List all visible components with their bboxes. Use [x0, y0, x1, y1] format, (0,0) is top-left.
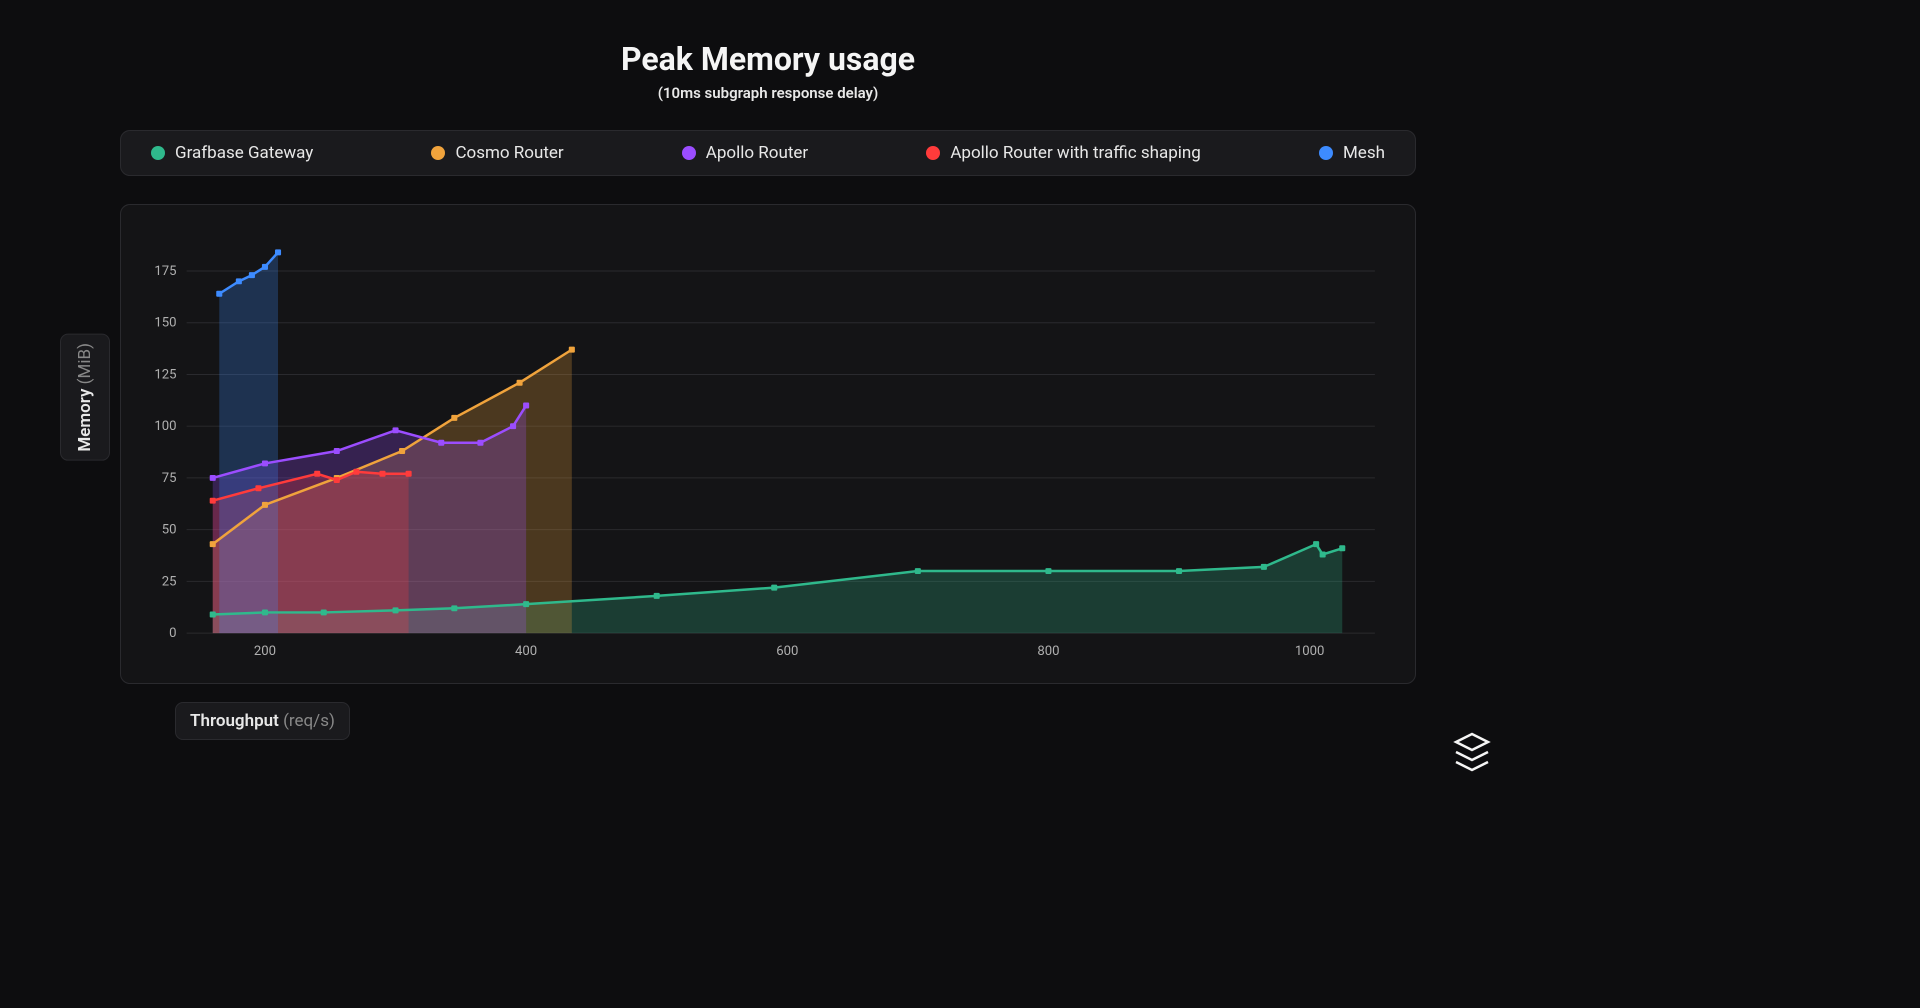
data-point — [406, 471, 412, 477]
data-point — [399, 448, 405, 454]
chart-svg: 0 25 50 75 100 125 150 175 200 400 600 800 1000 — [131, 225, 1385, 663]
data-point — [393, 607, 399, 613]
series-area — [219, 252, 278, 633]
plot-area: 0 25 50 75 100 125 150 175 200 400 600 800 1000 — [120, 204, 1416, 684]
data-point — [275, 249, 281, 255]
data-point — [477, 440, 483, 446]
legend-dot-icon — [682, 146, 696, 160]
data-point — [262, 609, 268, 615]
data-point — [1339, 545, 1345, 551]
svg-text:200: 200 — [254, 644, 276, 659]
data-point — [379, 471, 385, 477]
data-point — [353, 469, 359, 475]
legend: Grafbase Gateway Cosmo Router Apollo Route… — [120, 130, 1416, 176]
data-point — [915, 568, 921, 574]
data-point — [255, 485, 261, 491]
legend-label: Mesh — [1343, 143, 1385, 163]
data-point — [517, 380, 523, 386]
data-point — [654, 593, 660, 599]
chart-subtitle: (10ms subgraph response delay) — [120, 84, 1416, 102]
data-point — [210, 498, 216, 504]
legend-dot-icon — [926, 146, 940, 160]
svg-text:50: 50 — [162, 523, 177, 538]
legend-label: Apollo Router with traffic shaping — [950, 143, 1201, 163]
legend-label: Apollo Router — [706, 143, 808, 163]
data-point — [393, 427, 399, 433]
legend-dot-icon — [151, 146, 165, 160]
legend-item: Mesh — [1319, 143, 1385, 163]
data-point — [210, 541, 216, 547]
data-point — [236, 278, 242, 284]
svg-text:600: 600 — [776, 644, 798, 659]
data-point — [451, 605, 457, 611]
legend-label: Grafbase Gateway — [175, 143, 313, 163]
svg-text:1000: 1000 — [1295, 644, 1325, 659]
data-point — [334, 477, 340, 483]
data-point — [210, 612, 216, 618]
brand-logo-icon — [1448, 728, 1496, 776]
data-point — [249, 272, 255, 278]
data-point — [510, 423, 516, 429]
legend-item: Cosmo Router — [431, 143, 563, 163]
svg-text:150: 150 — [154, 316, 176, 331]
data-point — [451, 415, 457, 421]
data-point — [1313, 541, 1319, 547]
x-axis-label: Throughput (req/s) — [175, 702, 350, 740]
legend-item: Grafbase Gateway — [151, 143, 313, 163]
data-point — [210, 475, 216, 481]
chart-title: Peak Memory usage — [120, 40, 1416, 78]
svg-text:100: 100 — [154, 419, 176, 434]
data-point — [438, 440, 444, 446]
svg-text:175: 175 — [154, 264, 176, 279]
data-point — [314, 471, 320, 477]
y-axis-label: Memory (MiB) — [60, 334, 110, 461]
data-point — [1176, 568, 1182, 574]
data-point — [523, 601, 529, 607]
legend-dot-icon — [1319, 146, 1333, 160]
data-point — [334, 448, 340, 454]
data-point — [569, 347, 575, 353]
svg-text:25: 25 — [162, 574, 177, 589]
data-point — [1320, 552, 1326, 558]
legend-label: Cosmo Router — [455, 143, 563, 163]
legend-item: Apollo Router — [682, 143, 808, 163]
data-point — [1261, 564, 1267, 570]
svg-text:0: 0 — [169, 626, 176, 641]
legend-dot-icon — [431, 146, 445, 160]
data-point — [771, 585, 777, 591]
legend-item: Apollo Router with traffic shaping — [926, 143, 1201, 163]
data-point — [262, 502, 268, 508]
data-point — [321, 609, 327, 615]
svg-text:125: 125 — [154, 368, 176, 383]
data-point — [523, 403, 529, 409]
data-point — [216, 291, 222, 297]
data-point — [262, 264, 268, 270]
data-point — [262, 460, 268, 466]
svg-text:800: 800 — [1037, 644, 1059, 659]
svg-text:75: 75 — [162, 471, 177, 486]
svg-text:400: 400 — [515, 644, 537, 659]
data-point — [1045, 568, 1051, 574]
